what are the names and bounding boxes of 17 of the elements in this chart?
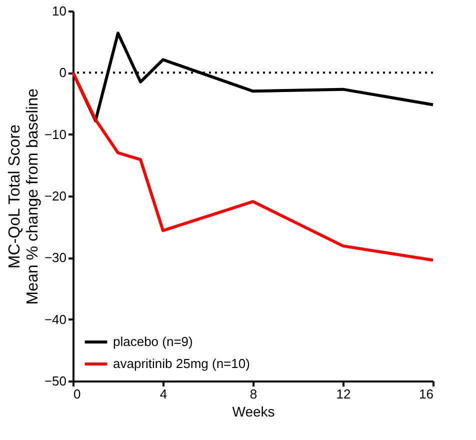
x-tick-label: 0 bbox=[74, 386, 81, 402]
legend-label: placebo (n=9) bbox=[113, 334, 193, 349]
x-tick-label: 12 bbox=[336, 386, 351, 402]
legend-label: avapritinib 25mg (n=10) bbox=[113, 356, 250, 371]
y-tick-label: 0 bbox=[59, 65, 66, 80]
y-tick-label: 10 bbox=[52, 4, 66, 18]
y-tick-label: −50 bbox=[44, 374, 66, 388]
x-tick-label: 8 bbox=[250, 386, 258, 402]
y-tick-label: −20 bbox=[44, 188, 66, 204]
line-series bbox=[72, 71, 434, 262]
x-axis-title: Weeks bbox=[232, 404, 275, 420]
x-tick-label: 4 bbox=[160, 386, 168, 402]
y-tick-label: −10 bbox=[44, 126, 66, 142]
x-tick-label: 16 bbox=[419, 386, 434, 402]
y-tick-label: −40 bbox=[44, 312, 66, 327]
y-tick-label: −30 bbox=[44, 250, 66, 266]
y-axis-title: MC-QoL Total Score Mean % change from baseline bbox=[6, 88, 42, 305]
